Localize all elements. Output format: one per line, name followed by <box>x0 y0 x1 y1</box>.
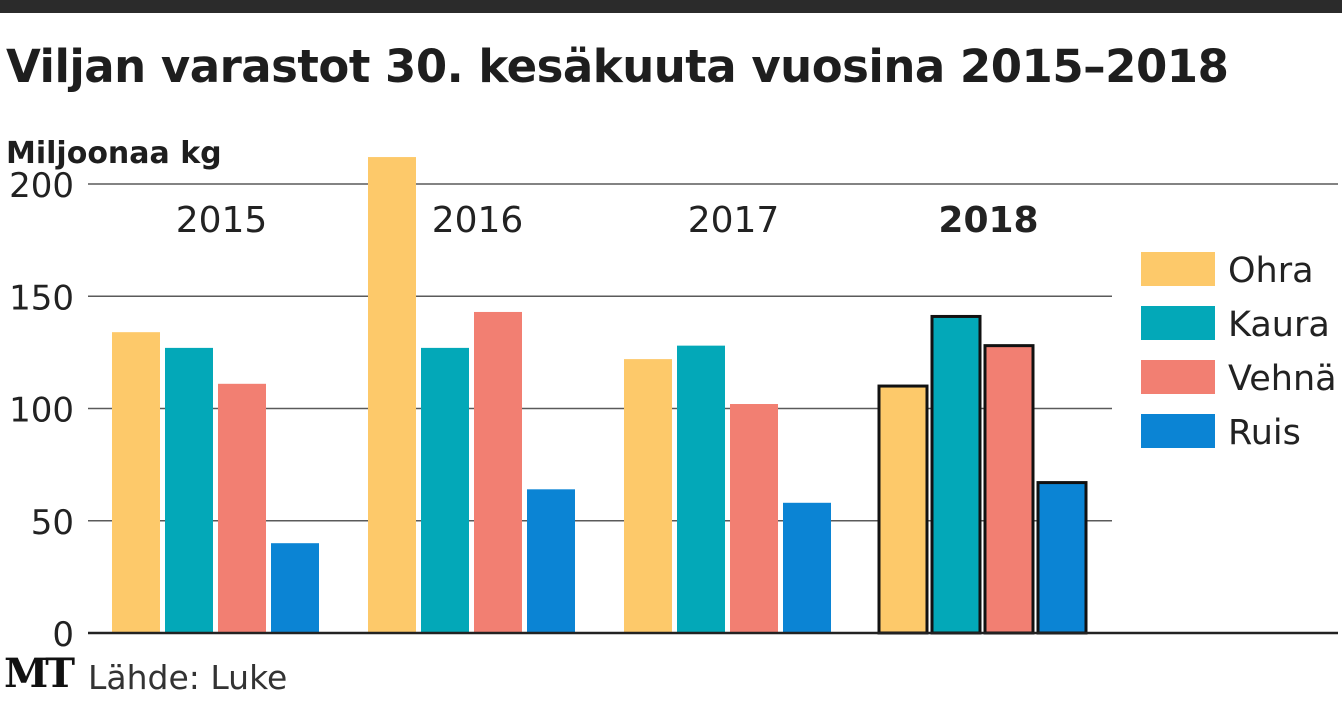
category-label: 2016 <box>432 200 524 241</box>
bar-2017-ruis <box>783 502 831 633</box>
bar-2015-ohra <box>112 332 160 633</box>
legend-label: Kaura <box>1228 305 1330 345</box>
mt-logo: MT <box>4 650 75 697</box>
category-label: 2017 <box>688 200 780 241</box>
bar-2017-ohra <box>624 359 672 633</box>
category-label: 2018 <box>938 200 1038 241</box>
bar-2015-kaura <box>165 347 213 633</box>
y-tick-label: 0 <box>52 615 74 655</box>
bar-2015-vehnä <box>218 383 266 633</box>
legend-label: Ruis <box>1228 413 1301 453</box>
top-rule <box>0 0 1342 13</box>
bar-2016-ohra <box>368 157 416 633</box>
source-text: Lähde: Luke <box>88 658 288 697</box>
y-tick-label: 200 <box>9 166 74 206</box>
legend-swatch-kaura <box>1141 306 1215 340</box>
y-tick-label: 50 <box>31 503 74 543</box>
y-axis-unit-label: Miljoonaa kg <box>6 136 222 171</box>
bar-2018-ohra <box>877 384 929 635</box>
legend-label: Ohra <box>1228 251 1314 291</box>
bar-2016-vehnä <box>474 311 522 633</box>
bar-2017-vehnä <box>730 404 778 633</box>
chart-title: Viljan varastot 30. kesäkuuta vuosina 20… <box>6 40 1229 93</box>
bar-2016-kaura <box>421 347 469 633</box>
legend-swatch-ohra <box>1141 252 1215 286</box>
bar-2015-ruis <box>271 543 319 633</box>
bar-2018-vehnä <box>983 344 1035 635</box>
legend-label: Vehnä <box>1228 359 1337 399</box>
bar-2017-kaura <box>677 345 725 633</box>
bar-2018-kaura <box>930 314 982 635</box>
bar-2018-ruis <box>1036 481 1088 635</box>
category-label: 2015 <box>176 200 268 241</box>
legend-swatch-vehnä <box>1141 360 1215 394</box>
legend-swatch-ruis <box>1141 414 1215 448</box>
y-tick-label: 150 <box>9 278 74 318</box>
y-tick-label: 100 <box>9 391 74 431</box>
bar-2016-ruis <box>527 489 575 633</box>
